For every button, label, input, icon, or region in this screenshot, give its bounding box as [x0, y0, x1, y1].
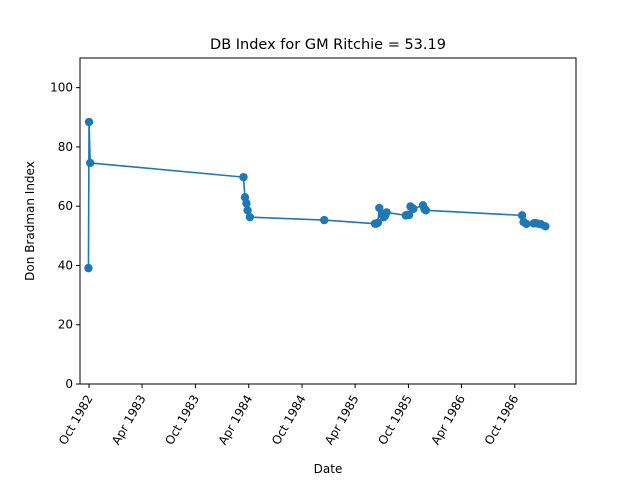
data-point — [421, 206, 431, 215]
y-tick-label: 100 — [50, 81, 73, 95]
data-point — [382, 208, 391, 217]
y-tick-label: 40 — [58, 258, 73, 272]
data-point — [239, 172, 248, 182]
data-point — [404, 210, 414, 220]
plot-area — [84, 117, 550, 273]
axes-frame — [79, 57, 577, 385]
data-point — [84, 263, 93, 273]
y-axis-label: Don Bradman Index — [23, 161, 37, 281]
data-point — [84, 117, 94, 127]
data-point — [409, 204, 418, 214]
data-point — [243, 206, 252, 215]
y-tick-label: 20 — [58, 318, 73, 332]
x-axis-label: Date — [314, 462, 343, 476]
chart-title: DB Index for GM Ritchie = 53.19 — [210, 37, 446, 53]
data-point — [373, 218, 383, 227]
data-point — [541, 222, 550, 231]
y-tick-label: 60 — [58, 199, 73, 213]
y-tick-label: 80 — [58, 140, 73, 154]
y-tick-label: 0 — [65, 377, 73, 391]
data-point — [85, 158, 95, 168]
data-point — [375, 203, 384, 213]
data-point — [320, 215, 329, 225]
data-point — [522, 219, 531, 229]
data-point — [517, 211, 527, 220]
data-point — [242, 199, 251, 208]
y-axis: 0 20 40 60 80 100 — [50, 81, 80, 391]
data-point — [245, 212, 255, 222]
